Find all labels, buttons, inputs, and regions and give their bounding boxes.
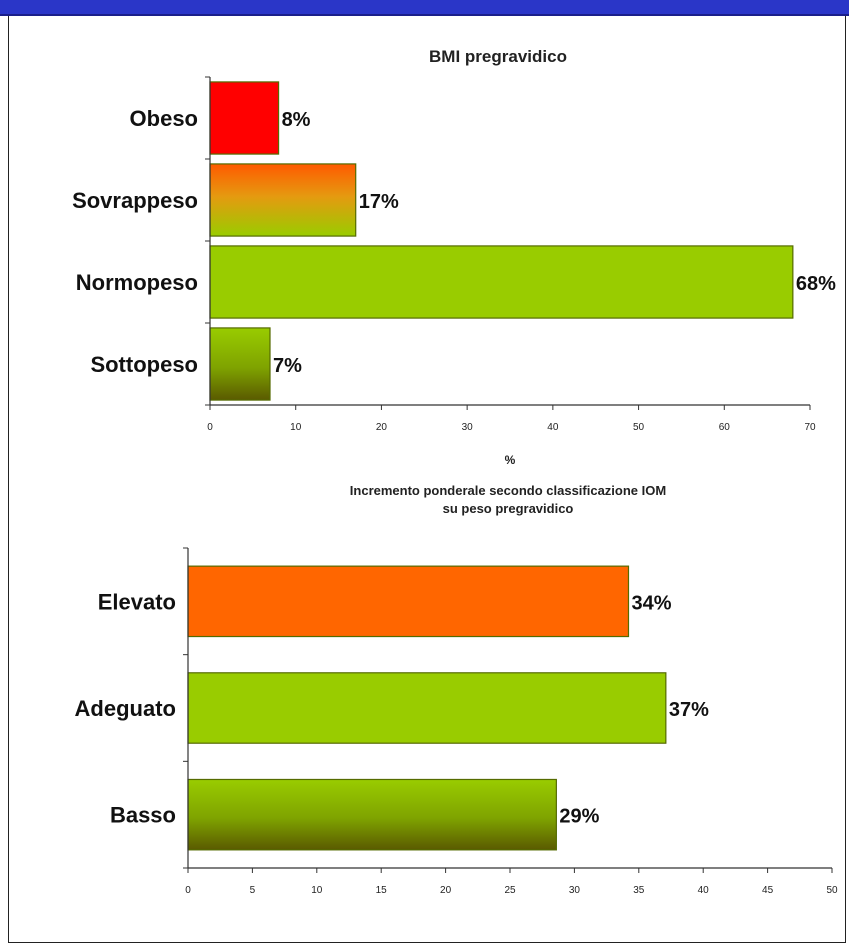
x-tick-label: 70 (804, 422, 816, 433)
x-tick-label: 40 (698, 885, 710, 896)
x-tick-label: 20 (440, 885, 452, 896)
x-tick-label: 0 (207, 422, 213, 433)
bar-normopeso (209, 245, 794, 319)
x-tick-label: 5 (250, 885, 256, 896)
bar-elevato (187, 565, 630, 638)
chart1-x-axis-label: % (505, 453, 516, 467)
x-tick-label: 60 (719, 422, 731, 433)
x-tick-label: 10 (311, 885, 323, 896)
value-label: 29% (559, 806, 599, 828)
x-tick-label: 20 (376, 422, 388, 433)
x-tick-label: 0 (185, 885, 191, 896)
x-tick-label: 30 (569, 885, 581, 896)
x-tick-label: 40 (547, 422, 559, 433)
bar-obeso (209, 81, 280, 155)
category-label: Sovrappeso (72, 188, 198, 213)
x-tick-label: 35 (633, 885, 645, 896)
value-label: 34% (631, 592, 671, 614)
top-bar (0, 0, 849, 16)
value-label: 37% (669, 699, 709, 721)
bar-sovrappeso (209, 163, 357, 237)
category-label: Basso (110, 803, 176, 828)
category-label: Adeguato (75, 696, 176, 721)
x-tick-label: 50 (826, 885, 838, 896)
category-label: Elevato (98, 589, 176, 614)
x-tick-label: 10 (290, 422, 302, 433)
category-label: Sottopeso (90, 352, 198, 377)
value-label: 7% (273, 355, 302, 377)
value-label: 8% (282, 109, 311, 131)
category-label: Obeso (130, 106, 198, 131)
x-tick-label: 50 (633, 422, 645, 433)
bar-sottopeso (209, 327, 271, 401)
value-label: 17% (359, 191, 399, 213)
x-tick-label: 45 (762, 885, 774, 896)
chart2-title-line1: Incremento ponderale secondo classificaz… (350, 483, 666, 498)
x-tick-label: 25 (504, 885, 516, 896)
chart1-title: BMI pregravidico (429, 47, 567, 66)
value-label: 68% (796, 273, 836, 295)
bar-basso (187, 778, 557, 851)
category-label: Normopeso (76, 270, 198, 295)
x-tick-label: 30 (462, 422, 474, 433)
x-tick-label: 15 (376, 885, 388, 896)
bar-adeguato (187, 672, 667, 744)
chart2-title-line2: su peso pregravidico (443, 501, 574, 516)
